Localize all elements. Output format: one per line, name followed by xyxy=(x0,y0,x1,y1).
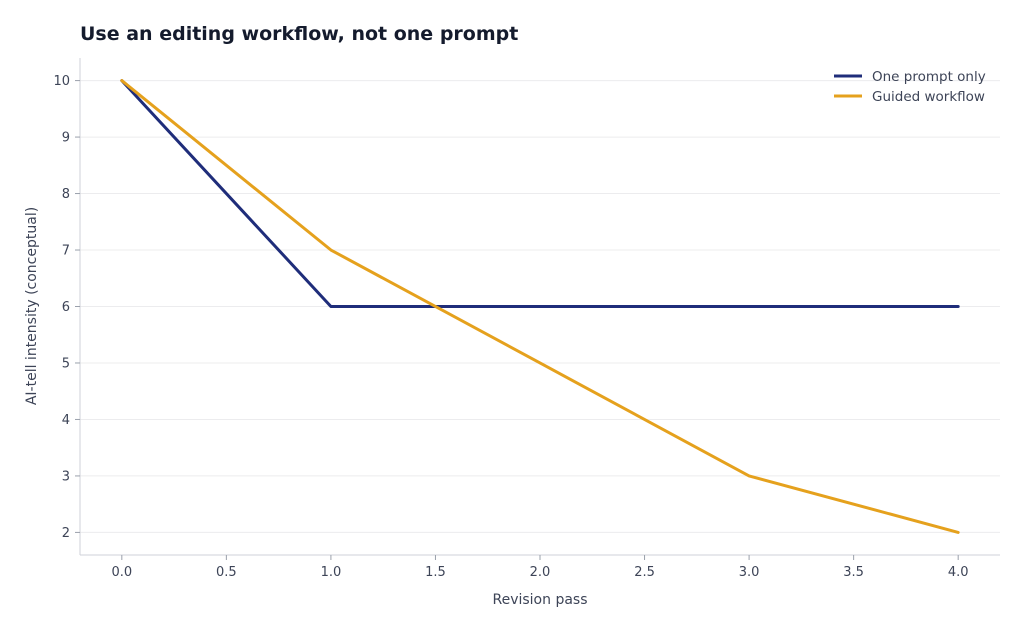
y-tick-label: 7 xyxy=(62,244,70,259)
y-tick-label: 10 xyxy=(53,74,70,89)
x-axis-label: Revision pass xyxy=(492,592,587,608)
series-line-2 xyxy=(120,79,960,534)
series-lines xyxy=(120,79,960,534)
x-axis-ticks: 0.0 0.5 1.0 1.5 2.0 2.5 3.0 3.5 4.0 xyxy=(111,555,969,580)
y-tick-label: 9 xyxy=(62,131,70,146)
legend: One prompt only Guided workflow xyxy=(834,69,986,105)
x-tick-label: 2.5 xyxy=(634,565,655,580)
legend-label-1: One prompt only xyxy=(872,69,986,85)
y-tick-label: 4 xyxy=(62,413,70,428)
x-tick-label: 4.0 xyxy=(948,565,969,580)
y-tick-label: 6 xyxy=(62,300,70,315)
y-tick-label: 3 xyxy=(62,469,70,484)
series-line-1 xyxy=(120,79,960,308)
x-tick-label: 3.0 xyxy=(739,565,760,580)
x-tick-label: 2.0 xyxy=(530,565,551,580)
y-tick-label: 2 xyxy=(62,526,70,541)
x-tick-label: 1.5 xyxy=(425,565,446,580)
x-tick-label: 1.0 xyxy=(321,565,342,580)
x-tick-label: 0.5 xyxy=(216,565,237,580)
y-axis-ticks: 2 3 4 5 6 7 8 9 10 xyxy=(53,74,80,541)
chart-title: Use an editing workflow, not one prompt xyxy=(80,23,518,45)
x-tick-label: 0.0 xyxy=(111,565,132,580)
y-axis-label: AI-tell intensity (conceptual) xyxy=(24,207,40,405)
x-tick-label: 3.5 xyxy=(843,565,864,580)
y-tick-label: 5 xyxy=(62,356,70,371)
legend-label-2: Guided workflow xyxy=(872,89,985,105)
y-tick-label: 8 xyxy=(62,187,70,202)
